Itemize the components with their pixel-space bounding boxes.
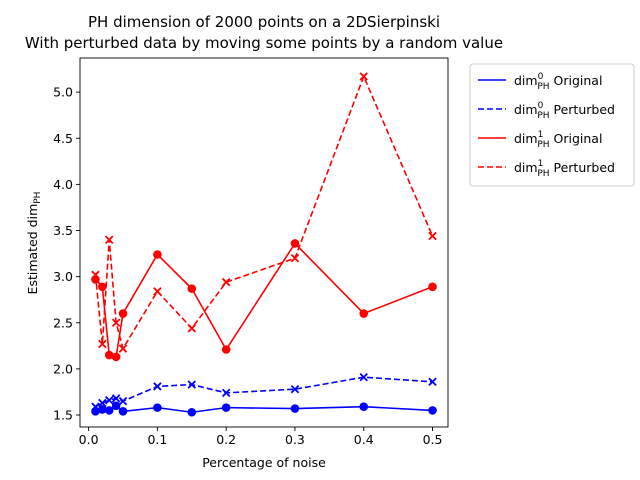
legend-label-base: dim: [514, 131, 538, 146]
series-3-point: [359, 72, 368, 81]
legend-label-2: dim1 PH Original: [514, 130, 602, 150]
series-2-point: [221, 345, 231, 354]
legend-label-base: dim: [514, 73, 538, 88]
series-0-point: [118, 407, 128, 416]
legend-frame: [469, 63, 635, 187]
axes-frame: [79, 57, 449, 428]
series-2-point: [118, 309, 128, 318]
legend-label-rest: Original: [550, 73, 603, 88]
series-1-point: [153, 382, 162, 391]
legend-label-rest: Original: [550, 131, 603, 146]
series-0-point: [98, 405, 107, 414]
legend-label-1: dim0 PH Perturbed: [514, 101, 615, 121]
y-tick-label: 3.5: [53, 223, 73, 238]
series-2-point: [111, 352, 121, 362]
series-2-point: [428, 282, 437, 292]
legend-label-sub: PH: [537, 140, 549, 150]
series-3-point: [187, 324, 197, 333]
series-0-point: [111, 401, 121, 411]
chart-title-line-1: PH dimension of 2000 points on a 2DSierp…: [88, 13, 440, 31]
series-1-line: [95, 376, 433, 408]
series-0-point: [428, 406, 437, 415]
series-3-point: [290, 253, 300, 263]
series-1-point: [98, 398, 107, 408]
series-3-point: [98, 339, 107, 349]
chart-title-line-2: With perturbed data by moving some point…: [25, 34, 503, 52]
series-1-point: [359, 372, 368, 382]
x-tick-label: 0.4: [354, 432, 374, 447]
x-tick-label: 0.2: [216, 432, 236, 447]
series-3-point: [111, 318, 121, 327]
series-0-point: [221, 403, 231, 412]
x-axis-label: Percentage of noise: [202, 455, 326, 470]
series-3-point: [104, 235, 114, 244]
series-1-point: [187, 380, 197, 389]
series-3-point: [428, 231, 437, 241]
series-0-line: [95, 404, 433, 414]
series-2-point: [153, 250, 162, 259]
series-1-point: [91, 402, 100, 411]
plot-area: 0.0 0.1 0.2 0.3 0.4 0.5 1.5 2.0 2.5 3.0 3.5 4.0 4.5 5…: [53, 57, 449, 447]
y-tick-label: 2.5: [53, 315, 73, 330]
y-tick-label: 1.5: [53, 408, 73, 423]
legend-label-sub: PH: [537, 82, 549, 92]
legend-label-sub: PH: [537, 111, 549, 121]
legend-label-3: dim1 PH Perturbed: [514, 159, 615, 179]
series-0-point: [290, 404, 300, 413]
series-3-point: [91, 270, 100, 280]
legend-label-0: dim0 PH Original: [514, 72, 602, 92]
series-3-point: [153, 287, 162, 296]
series-1-point: [111, 394, 121, 403]
series-0-point: [359, 402, 369, 412]
legend-label-base: dim: [514, 102, 538, 117]
legend-label-sup: 0: [538, 72, 544, 82]
series-1-point: [221, 388, 231, 398]
y-tick-label: 4.5: [53, 131, 73, 146]
legend-label-sub: PH: [537, 169, 549, 179]
series-3-line: [94, 75, 434, 350]
x-tick-label: 0.0: [79, 432, 99, 447]
series-2-point: [359, 309, 369, 318]
legend-label-base: dim: [514, 160, 538, 175]
series-1-point: [118, 396, 128, 406]
legend-label-rest: Perturbed: [550, 102, 615, 117]
y-axis-label-sub: PH: [33, 192, 43, 204]
series-0-point: [153, 403, 162, 412]
series-1-point: [290, 384, 300, 394]
x-tick-label: 0.5: [423, 432, 443, 447]
series-2-point: [187, 284, 197, 293]
y-axis-label: Estimated dimPH: [25, 192, 43, 295]
series-2-point: [98, 282, 107, 292]
legend-label-sup: 1: [538, 130, 544, 140]
series-1-point: [428, 377, 437, 387]
legend-label-sup: 0: [538, 101, 544, 111]
y-tick-label: 5.0: [53, 85, 73, 100]
series-3-point: [118, 344, 128, 353]
series-3-point: [221, 277, 231, 287]
series-0-point: [187, 407, 197, 417]
series-2-line: [94, 242, 433, 358]
series-2-point: [104, 350, 114, 360]
legend-label-sup: 1: [538, 159, 544, 169]
series-0-point: [104, 406, 114, 415]
series-1-point: [104, 396, 114, 405]
x-tick-label: 0.1: [147, 432, 167, 447]
y-tick-label: 3.0: [53, 269, 73, 284]
y-tick-label: 4.0: [53, 177, 73, 192]
y-tick-label: 2.0: [53, 361, 73, 376]
x-tick-label: 0.3: [285, 432, 305, 447]
legend-label-rest: Perturbed: [550, 160, 615, 175]
y-axis-label-base: Estimated dim: [25, 204, 40, 295]
series-2-point: [290, 239, 300, 248]
